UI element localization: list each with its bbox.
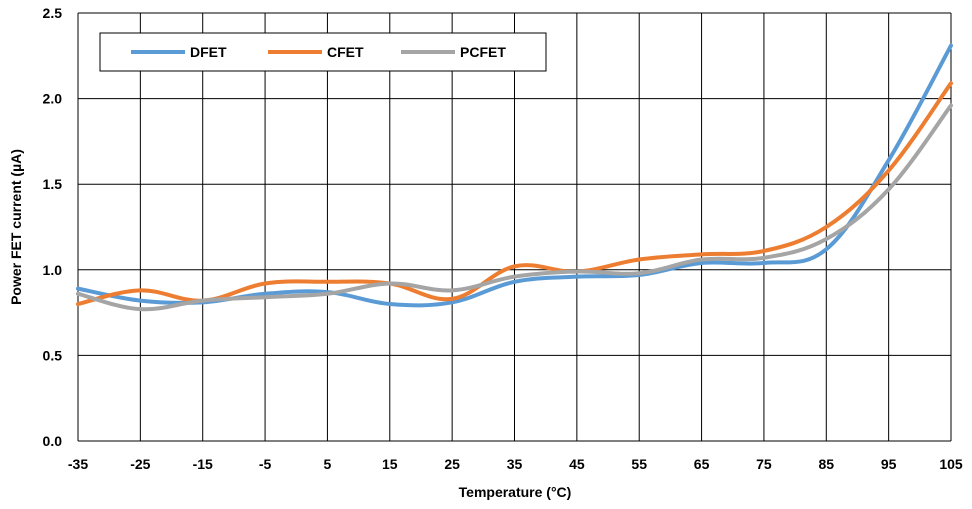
- x-tick-label: 65: [694, 456, 710, 472]
- x-tick-label: -5: [259, 456, 272, 472]
- x-tick-label: 35: [507, 456, 523, 472]
- x-tick-labels: -35 -25 -15 -5 5 15 25 35 45 55 65 75 85 95 105: [68, 456, 963, 472]
- x-tick-label: 15: [382, 456, 398, 472]
- y-tick-labels: 0.0 0.5 1.0 1.5 2.0 2.5: [43, 5, 63, 449]
- legend-label-pcfet: PCFET: [460, 44, 506, 60]
- x-tick-label: 105: [939, 456, 963, 472]
- legend: DFET CFET PCFET: [99, 32, 547, 72]
- legend-label-cfet: CFET: [327, 44, 364, 60]
- y-tick-label: 0.0: [43, 433, 63, 449]
- y-tick-label: 2.0: [43, 91, 63, 107]
- x-tick-label: 25: [444, 456, 460, 472]
- y-tick-label: 0.5: [43, 347, 63, 363]
- x-tick-label: 75: [756, 456, 772, 472]
- x-axis-title: Temperature (°C): [459, 484, 572, 500]
- x-tick-label: -15: [193, 456, 213, 472]
- x-tick-label: -35: [68, 456, 88, 472]
- series-line-pcfet: [76, 103, 953, 312]
- y-axis-title: Power FET current (µA): [8, 149, 24, 305]
- x-tick-label: 45: [569, 456, 585, 472]
- y-tick-label: 2.5: [43, 5, 63, 21]
- x-tick-label: 85: [818, 456, 834, 472]
- x-tick-label: 95: [881, 456, 897, 472]
- x-tick-label: 55: [631, 456, 647, 472]
- series-lines: [76, 43, 953, 312]
- grid-lines: [77, 12, 952, 442]
- x-tick-label: 5: [324, 456, 332, 472]
- x-tick-label: -25: [130, 456, 150, 472]
- y-tick-label: 1.5: [43, 176, 63, 192]
- legend-label-dfet: DFET: [190, 44, 227, 60]
- y-tick-label: 1.0: [43, 262, 63, 278]
